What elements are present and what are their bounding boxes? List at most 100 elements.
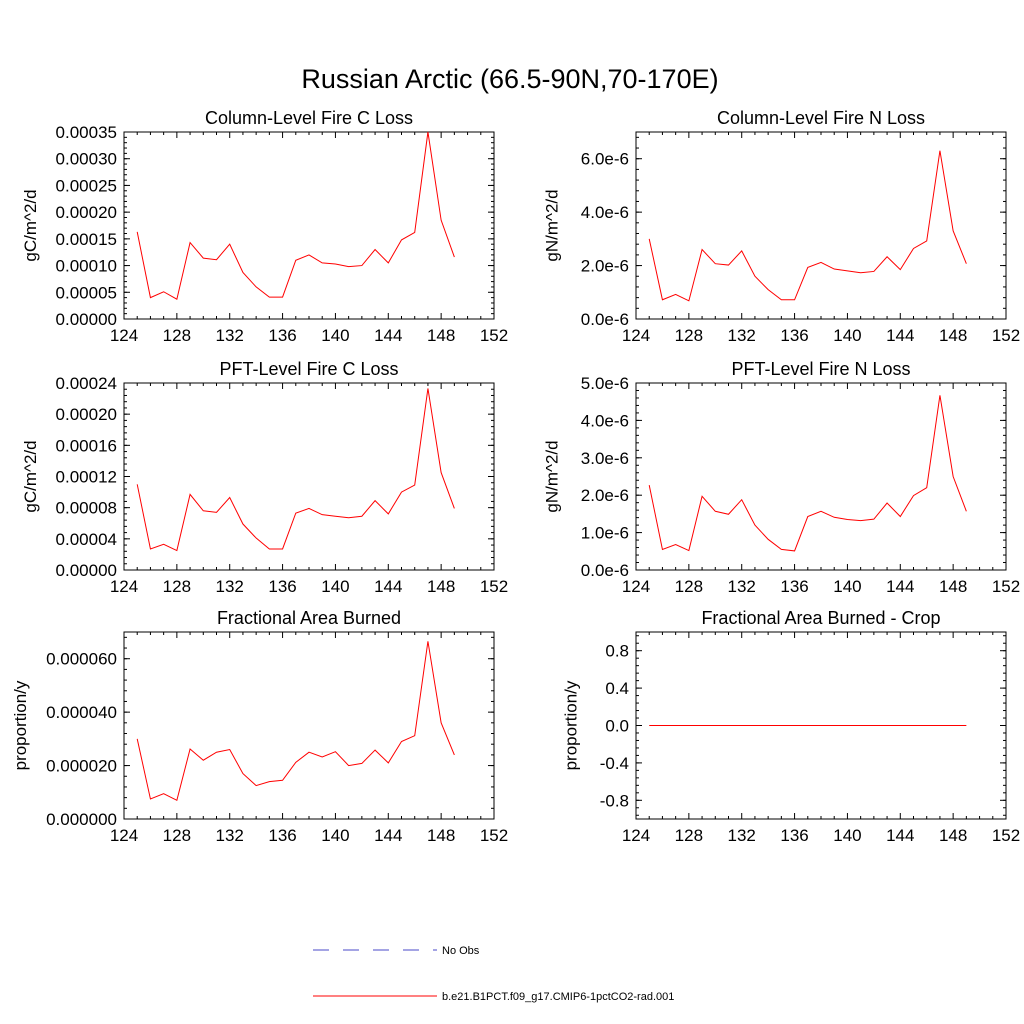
panel-title: Column-Level Fire C Loss bbox=[205, 108, 413, 128]
y-tick-label: 0.00016 bbox=[56, 436, 117, 455]
panel-title: Fractional Area Burned bbox=[217, 608, 401, 628]
y-axis-label: gC/m^2/d bbox=[21, 189, 40, 261]
series-line-1 bbox=[136, 131, 455, 300]
y-tick-label: 0.00030 bbox=[56, 150, 117, 169]
page-title: Russian Arctic (66.5-90N,70-170E) bbox=[301, 64, 718, 94]
y-tick-label: 0.00005 bbox=[56, 283, 117, 302]
y-tick-label: 0.000020 bbox=[46, 757, 117, 776]
y-tick-label: 0.0 bbox=[605, 717, 629, 736]
x-tick-label: 124 bbox=[622, 326, 650, 345]
y-tick-label: 0.0e-6 bbox=[581, 310, 629, 329]
x-tick-label: 152 bbox=[480, 326, 508, 345]
x-tick-label: 132 bbox=[728, 826, 756, 845]
y-tick-label: 6.0e-6 bbox=[581, 150, 629, 169]
x-tick-label: 128 bbox=[163, 326, 191, 345]
y-tick-label: 4.0e-6 bbox=[581, 411, 629, 430]
y-tick-label: 0.00025 bbox=[56, 176, 117, 195]
y-tick-label: 0.4 bbox=[605, 679, 629, 698]
y-tick-label: 0.00000 bbox=[56, 310, 117, 329]
y-tick-label: 4.0e-6 bbox=[581, 203, 629, 222]
x-tick-label: 144 bbox=[374, 826, 402, 845]
y-tick-label: 0.00000 bbox=[56, 561, 117, 580]
y-tick-label: 0.00024 bbox=[56, 374, 117, 393]
y-tick-label: 0.00010 bbox=[56, 257, 117, 276]
y-tick-label: 0.000000 bbox=[46, 810, 117, 829]
x-tick-label: 152 bbox=[480, 577, 508, 596]
x-tick-label: 132 bbox=[216, 326, 244, 345]
y-tick-label: 0.8 bbox=[605, 642, 629, 661]
chart-panel-6: Fractional Area Burned - Crop 124 128 132 13… bbox=[562, 608, 1021, 845]
series-line-1 bbox=[136, 388, 455, 552]
panel-title: Column-Level Fire N Loss bbox=[717, 108, 925, 128]
x-tick-label: 128 bbox=[675, 826, 703, 845]
y-tick-label: 0.00020 bbox=[56, 405, 117, 424]
y-tick-label: 2.0e-6 bbox=[581, 257, 629, 276]
x-tick-label: 128 bbox=[163, 577, 191, 596]
series-line-1 bbox=[648, 150, 967, 302]
y-tick-label: 0.00004 bbox=[56, 530, 117, 549]
x-tick-label: 148 bbox=[939, 826, 967, 845]
chart-panel-5: Fractional Area Burned 124 128 132 136 140 144… bbox=[11, 608, 508, 845]
plot-frame bbox=[123, 131, 495, 320]
x-tick-label: 124 bbox=[110, 326, 138, 345]
plot-frame bbox=[123, 382, 495, 571]
x-tick-label: 140 bbox=[321, 577, 349, 596]
x-tick-label: 136 bbox=[268, 577, 296, 596]
y-tick-label: 0.00035 bbox=[56, 123, 117, 142]
panels: Column-Level Fire C Loss 124 128 132 136 140 1… bbox=[11, 108, 1020, 845]
x-tick-label: 144 bbox=[886, 577, 914, 596]
y-tick-label: 0.000060 bbox=[46, 650, 117, 669]
x-tick-label: 152 bbox=[992, 826, 1020, 845]
x-tick-label: 128 bbox=[675, 577, 703, 596]
y-tick-label: 2.0e-6 bbox=[581, 486, 629, 505]
x-tick-label: 132 bbox=[728, 577, 756, 596]
y-axis-label: proportion/y bbox=[562, 680, 581, 770]
y-tick-label: 0.00015 bbox=[56, 230, 117, 249]
x-tick-label: 136 bbox=[780, 577, 808, 596]
legend: No Obs b.e21.B1PCT.f09_g17.CMIP6-1pctCO2… bbox=[313, 945, 674, 1003]
y-tick-label: -0.8 bbox=[600, 791, 629, 810]
legend-series-label: b.e21.B1PCT.f09_g17.CMIP6-1pctCO2-rad.00… bbox=[442, 991, 674, 1003]
y-tick-label: 0.00012 bbox=[56, 468, 117, 487]
y-axis-label: gC/m^2/d bbox=[21, 440, 40, 512]
series-line-1 bbox=[136, 641, 455, 802]
x-tick-label: 128 bbox=[675, 326, 703, 345]
y-tick-label: 0.0e-6 bbox=[581, 561, 629, 580]
x-tick-label: 140 bbox=[833, 577, 861, 596]
chart-panel-2: Column-Level Fire N Loss 124 128 132 136 140 1… bbox=[542, 108, 1020, 345]
legend-no-obs-label: No Obs bbox=[442, 945, 480, 957]
x-tick-label: 140 bbox=[833, 826, 861, 845]
x-tick-label: 152 bbox=[480, 826, 508, 845]
x-tick-label: 124 bbox=[110, 826, 138, 845]
x-tick-label: 124 bbox=[110, 577, 138, 596]
x-tick-label: 132 bbox=[216, 577, 244, 596]
y-axis-label: proportion/y bbox=[11, 680, 30, 770]
y-tick-label: 0.000040 bbox=[46, 703, 117, 722]
x-tick-label: 128 bbox=[163, 826, 191, 845]
x-tick-label: 140 bbox=[321, 826, 349, 845]
y-tick-label: 0.00020 bbox=[56, 203, 117, 222]
x-tick-label: 144 bbox=[886, 826, 914, 845]
y-axis-label: gN/m^2/d bbox=[542, 440, 561, 512]
x-tick-label: 148 bbox=[427, 577, 455, 596]
x-tick-label: 140 bbox=[833, 326, 861, 345]
x-tick-label: 124 bbox=[622, 577, 650, 596]
x-tick-label: 144 bbox=[374, 577, 402, 596]
x-tick-label: 136 bbox=[780, 826, 808, 845]
chart-panel-1: Column-Level Fire C Loss 124 128 132 136 140 1… bbox=[21, 108, 508, 345]
x-tick-label: 152 bbox=[992, 326, 1020, 345]
x-tick-label: 140 bbox=[321, 326, 349, 345]
x-tick-label: 136 bbox=[268, 826, 296, 845]
y-tick-label: 0.00008 bbox=[56, 499, 117, 518]
y-tick-label: 1.0e-6 bbox=[581, 524, 629, 543]
chart-panel-4: PFT-Level Fire N Loss 124 128 132 136 140 144 1… bbox=[542, 359, 1020, 596]
series-line-1 bbox=[648, 395, 967, 552]
x-tick-label: 148 bbox=[939, 577, 967, 596]
x-tick-label: 144 bbox=[374, 326, 402, 345]
panel-title: PFT-Level Fire C Loss bbox=[219, 359, 398, 379]
x-tick-label: 144 bbox=[886, 326, 914, 345]
x-tick-label: 132 bbox=[216, 826, 244, 845]
panel-title: PFT-Level Fire N Loss bbox=[731, 359, 910, 379]
y-axis-label: gN/m^2/d bbox=[542, 189, 561, 261]
